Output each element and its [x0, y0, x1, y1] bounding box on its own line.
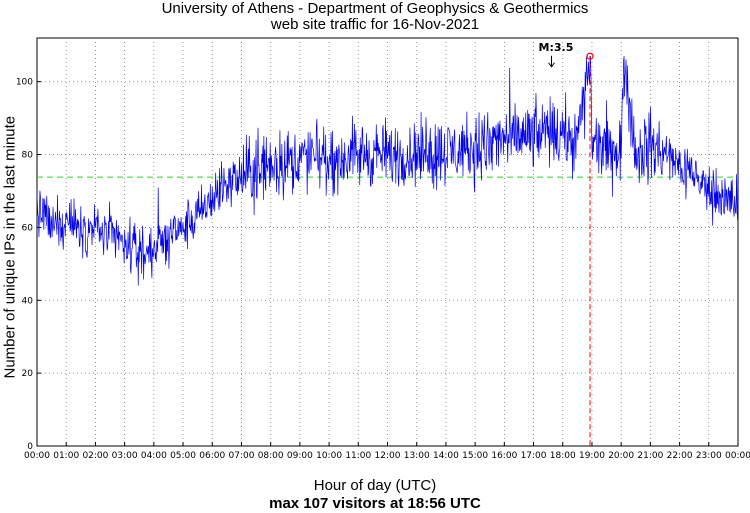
x-tick-label: 03:00: [112, 451, 138, 461]
x-tick-label: 13:00: [404, 451, 430, 461]
x-tick-label: 09:00: [287, 451, 313, 461]
chart-title: University of Athens - Department of Geo…: [161, 0, 589, 17]
y-tick-label: 100: [16, 78, 33, 88]
y-tick-label: 40: [22, 296, 34, 306]
x-tick-label: 07:00: [228, 451, 254, 461]
max-marker-circle: [586, 52, 594, 60]
chart-canvas: 00:00 01:00 02:00 03:00 04:00 05:00 06:00 07:00…: [16, 37, 750, 461]
x-tick-label: 01:00: [53, 451, 79, 461]
x-tick-label: 00:00: [725, 451, 750, 461]
annotation-label: M:3.5: [539, 41, 574, 54]
x-tick-label: 19:00: [579, 451, 605, 461]
x-tick-label: 12:00: [375, 451, 401, 461]
x-tick-label: 16:00: [491, 451, 517, 461]
max-visitors-note: max 107 visitors at 18:56 UTC: [269, 495, 481, 512]
chart-subtitle: web site traffic for 16-Nov-2021: [270, 16, 480, 33]
y-tick-label: 60: [22, 223, 34, 233]
x-tick-label: 22:00: [667, 451, 693, 461]
annotation-arrow-head: [548, 62, 555, 68]
x-axis-label: Hour of day (UTC): [313, 477, 437, 494]
x-tick-label: 18:00: [550, 451, 576, 461]
x-tick-label: 11:00: [345, 451, 371, 461]
x-tick-label: 21:00: [637, 451, 663, 461]
x-tick-label: 08:00: [258, 451, 284, 461]
x-tick-label: 20:00: [608, 451, 634, 461]
y-tick-label: 20: [22, 369, 34, 379]
y-tick-label: 0: [27, 442, 33, 452]
y-tick-label: 80: [22, 151, 34, 161]
x-tick-label: 02:00: [82, 451, 108, 461]
x-tick-label: 15:00: [462, 451, 488, 461]
x-tick-label: 14:00: [433, 451, 459, 461]
x-tick-label: 17:00: [521, 451, 547, 461]
x-tick-label: 00:00: [24, 451, 50, 461]
x-tick-label: 23:00: [696, 451, 722, 461]
x-tick-label: 05:00: [170, 451, 196, 461]
x-tick-label: 04:00: [141, 451, 167, 461]
traffic-series-line: [36, 55, 739, 286]
x-tick-label: 10:00: [316, 451, 342, 461]
x-tick-label: 06:00: [199, 451, 225, 461]
